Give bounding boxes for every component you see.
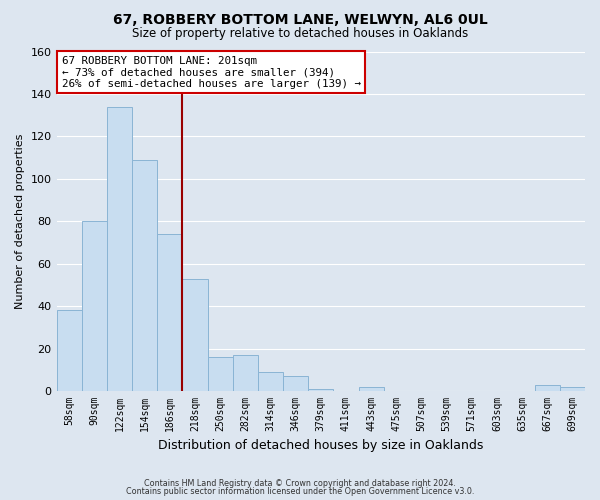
Bar <box>560 387 585 391</box>
X-axis label: Distribution of detached houses by size in Oaklands: Distribution of detached houses by size … <box>158 440 484 452</box>
Bar <box>359 387 383 391</box>
Bar <box>535 384 560 391</box>
Bar <box>308 389 334 391</box>
Bar <box>258 372 283 391</box>
Bar <box>157 234 182 391</box>
Bar <box>182 278 208 391</box>
Bar <box>107 106 132 391</box>
Bar <box>56 310 82 391</box>
Bar <box>208 357 233 391</box>
Text: Contains HM Land Registry data © Crown copyright and database right 2024.: Contains HM Land Registry data © Crown c… <box>144 478 456 488</box>
Bar <box>132 160 157 391</box>
Text: Size of property relative to detached houses in Oaklands: Size of property relative to detached ho… <box>132 28 468 40</box>
Bar <box>233 355 258 391</box>
Bar <box>283 376 308 391</box>
Y-axis label: Number of detached properties: Number of detached properties <box>15 134 25 309</box>
Text: Contains public sector information licensed under the Open Government Licence v3: Contains public sector information licen… <box>126 487 474 496</box>
Bar <box>82 222 107 391</box>
Text: 67 ROBBERY BOTTOM LANE: 201sqm
← 73% of detached houses are smaller (394)
26% of: 67 ROBBERY BOTTOM LANE: 201sqm ← 73% of … <box>62 56 361 89</box>
Text: 67, ROBBERY BOTTOM LANE, WELWYN, AL6 0UL: 67, ROBBERY BOTTOM LANE, WELWYN, AL6 0UL <box>113 12 487 26</box>
